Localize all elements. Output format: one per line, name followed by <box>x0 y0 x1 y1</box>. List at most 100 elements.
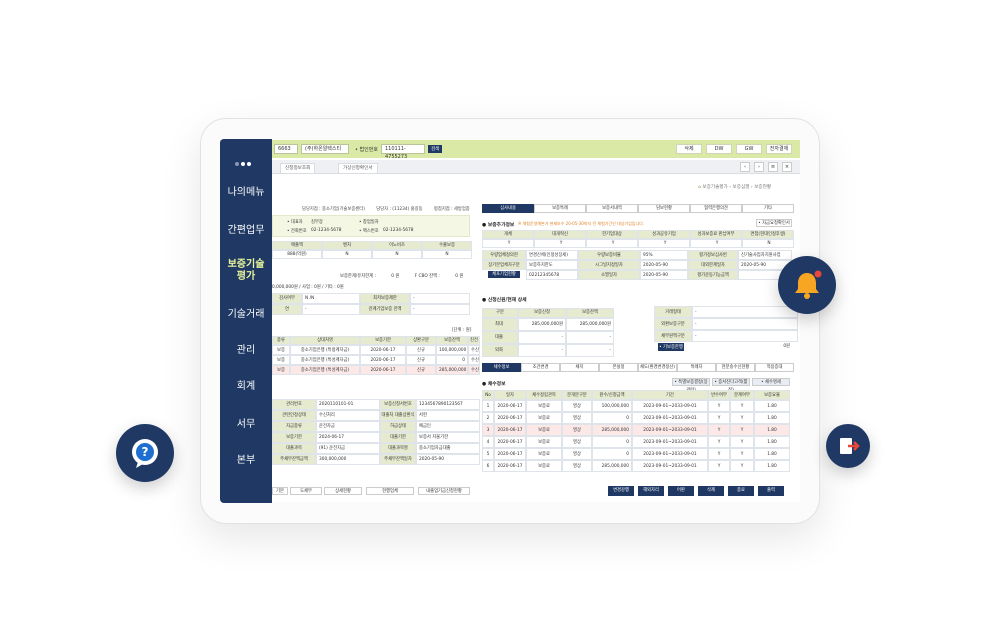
loan-cell: 중소기업은행 (특성계자금) <box>290 365 360 375</box>
fee-cell: 보증료 <box>526 400 562 412</box>
guarantee-history-button[interactable]: • 기보증한행 <box>658 343 684 351</box>
question-icon[interactable]: ? <box>116 424 174 482</box>
fee-tab[interactable]: 조건변경 <box>521 363 560 372</box>
home-icon[interactable]: ⌂ <box>698 185 701 190</box>
app-screen: 6663 (주)하온알렉스티 • 법인번호 110111-4755273 검색 … <box>220 140 800 502</box>
detail-cell: 2020110101-01 <box>316 399 380 410</box>
left-action-button[interactable]: 도채무 <box>290 487 322 495</box>
extra-value: Y <box>586 239 638 248</box>
fee-cell: 2020-06-17 <box>494 448 526 460</box>
right-action-button[interactable]: 변경강행 <box>608 486 634 496</box>
tab-close-icon[interactable]: × <box>782 162 792 172</box>
fee-header: No <box>482 390 494 400</box>
left-action-button[interactable]: 상세현황 <box>324 487 362 495</box>
detail-cell: 보증신청서번호 <box>380 399 416 410</box>
sidebar-item-7[interactable]: 본부 <box>236 455 256 466</box>
detail-cell: 보증서 지불기한 <box>416 432 480 443</box>
detail-cell: 주채무잔액금액 <box>272 454 316 465</box>
extra-cell: 우량업체정의현 <box>482 250 526 260</box>
sidebar-item-2[interactable]: 보증기술 평가 <box>227 259 265 282</box>
grade-value: 888(억원) <box>272 250 322 259</box>
gw-button[interactable]: GW <box>736 144 762 154</box>
right-tab[interactable]: 보증특례 <box>534 204 586 213</box>
fee-tab[interactable]: 채지 <box>560 363 599 372</box>
logout-icon[interactable] <box>826 424 870 468</box>
detail-cell: 예금인 <box>416 421 480 432</box>
e-approval-button[interactable]: 전자결재 <box>766 144 792 154</box>
sidebar-item-1[interactable]: 간편업무 <box>227 225 265 236</box>
application-cell: 외화 <box>482 344 518 357</box>
fee-tab[interactable]: 본실정 <box>599 363 638 372</box>
left-info-line: 담당지점 : 중소기업(기술보증센터) 담당자 : (11234) 홍길동 평점… <box>302 207 470 212</box>
tab-next-icon[interactable]: › <box>754 162 764 172</box>
sidebar-item-3[interactable]: 기술거래 <box>227 309 265 320</box>
fee-cell: 1.80 <box>754 412 790 424</box>
sidebar-item-0[interactable]: 나의메뉴 <box>227 187 265 198</box>
detail-cell: 수신처리 <box>316 410 380 421</box>
fee-cell: 보증료 <box>526 424 562 436</box>
tab-bar: 신청정보조회 가상신청확인서 ‹ › ≡ × <box>220 160 800 174</box>
company-name-field[interactable]: (주)하온알렉스티 <box>301 144 349 154</box>
delete-button[interactable]: 삭제 <box>676 144 702 154</box>
fee-cell: 2023-09-01~2033-09-01 <box>632 448 708 460</box>
tab-prev-icon[interactable]: ‹ <box>740 162 750 172</box>
fee-action-button[interactable]: • 특별보증결정(장관련) <box>672 378 710 393</box>
grade-value: N <box>372 250 422 259</box>
fee-cell: Y <box>708 424 730 436</box>
loan-cell: 285,000,000 <box>436 365 468 375</box>
application-cell: 대출 <box>482 331 518 344</box>
fee-action-button[interactable]: • 채수명세 <box>752 378 790 386</box>
right-action-button[interactable]: 어판 <box>668 486 694 496</box>
fee-tab[interactable]: 적용증대 <box>755 363 794 372</box>
fee-tab[interactable]: 특례자 <box>677 363 716 372</box>
right-tab[interactable]: 협력은행의견 <box>690 204 742 213</box>
tab-application-info[interactable]: 신청정보조회 <box>280 163 316 174</box>
section-application-title: ● 신청신원/현재 상세 <box>482 298 527 303</box>
sidebar-item-6[interactable]: 서무 <box>236 419 256 430</box>
sidebar-item-5[interactable]: 회계 <box>236 381 256 392</box>
fee-action-button[interactable]: • 증서진다고객(활정) <box>712 378 750 393</box>
extra-header: 개체 <box>482 230 534 239</box>
detail-cell: 대출과목명 <box>380 443 416 454</box>
search-button[interactable]: 검색 <box>427 145 443 153</box>
company-status-button[interactable]: 체포기업현황 <box>488 271 520 278</box>
application-cell: 285,000,000원 <box>518 318 566 331</box>
right-action-button[interactable]: 삭제 <box>698 486 724 496</box>
sidebar-item-4[interactable]: 관리 <box>236 345 256 356</box>
grade-header: 벤처 <box>322 241 372 250</box>
grade-value: N <box>322 250 372 259</box>
left-action-button[interactable]: 기본 <box>272 487 288 495</box>
fee-tab[interactable]: 채수정보 <box>482 363 521 372</box>
fee-tab[interactable]: 채도(환경변경정산) <box>638 363 677 372</box>
audit-cell: 연 <box>272 304 302 315</box>
fee-cell: 2020-06-17 <box>494 460 526 472</box>
dw-button[interactable]: DW <box>706 144 732 154</box>
extra-cell: 보증하지한도 <box>526 260 578 270</box>
guarantee-amount: 0원 <box>750 343 790 351</box>
right-tab[interactable]: 기타 <box>742 204 794 213</box>
right-action-button[interactable]: 종료 <box>728 486 754 496</box>
detail-cell: 300,000,000 <box>316 454 380 465</box>
right-tab[interactable]: 담보현황 <box>638 204 690 213</box>
fee-cell: Y <box>730 448 754 460</box>
company-code-field[interactable]: 6663 <box>274 144 298 154</box>
fee-cell: Y <box>708 436 730 448</box>
loan-header: 상환구분 <box>406 336 436 345</box>
fee-cell: 2020-06-17 <box>494 436 526 448</box>
right-action-button[interactable]: 출력 <box>758 486 784 496</box>
right-tab[interactable]: 보증서내역 <box>586 204 638 213</box>
extra-cell: 소멸일자 <box>578 270 640 280</box>
left-action-button[interactable]: 현행업체 <box>366 487 414 495</box>
fee-cell: 보증료 <box>526 448 562 460</box>
corp-number-field[interactable]: 110111-4755273 <box>380 144 425 160</box>
right-tab[interactable]: 심사내용 <box>482 204 534 213</box>
left-action-button[interactable]: 내출업기금신청현황 <box>418 487 470 495</box>
more-dots-icon[interactable] <box>235 151 253 170</box>
fee-cell: Y <box>730 460 754 472</box>
fund-request-button[interactable]: • 자금요청확인서 <box>756 219 792 227</box>
fee-tab[interactable]: 현분송수신현황 <box>716 363 755 372</box>
bell-icon[interactable] <box>778 256 836 314</box>
tab-menu-icon[interactable]: ≡ <box>768 162 778 172</box>
right-action-button[interactable]: 해외자리 <box>638 486 664 496</box>
tab-provisional-confirm[interactable]: 가상신청확인서 <box>338 163 378 174</box>
